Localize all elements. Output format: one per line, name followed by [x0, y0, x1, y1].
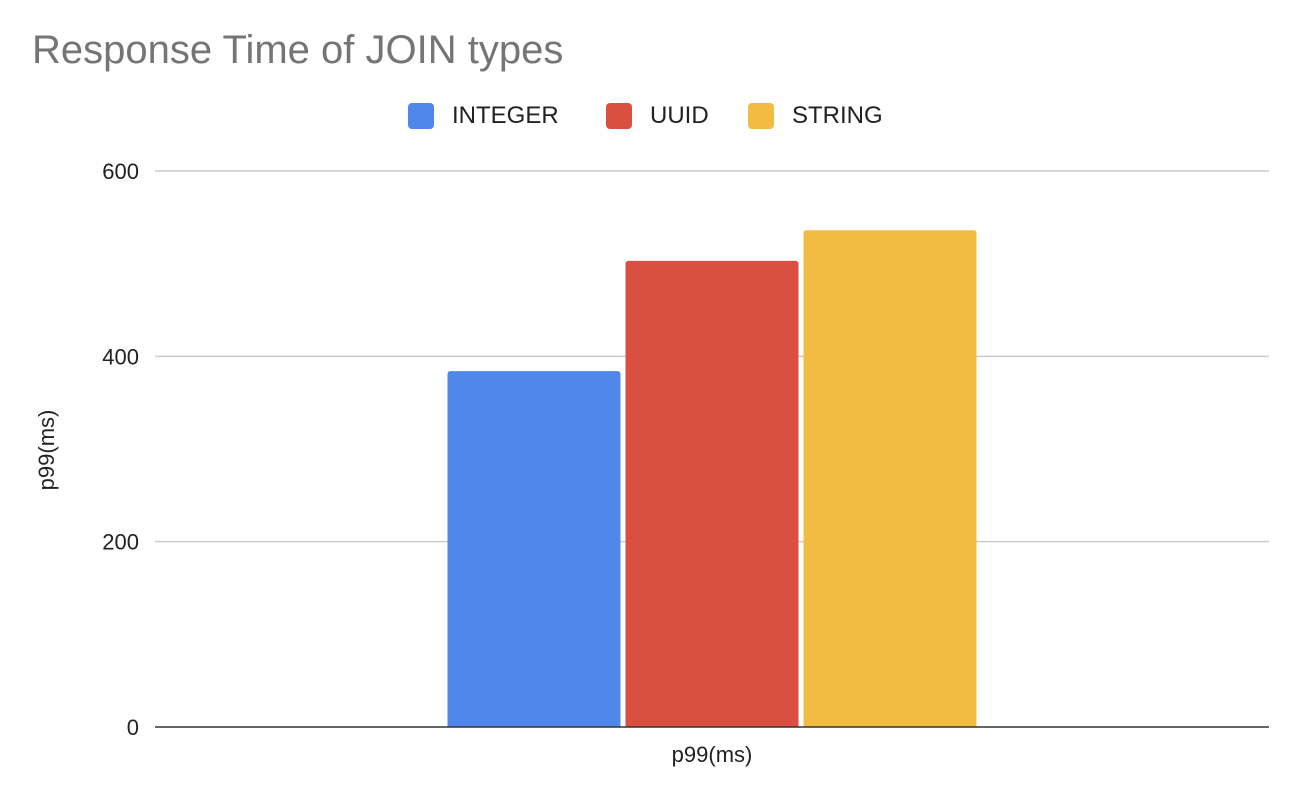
bar-integer[interactable]: [447, 371, 621, 727]
legend-swatch-string: [748, 103, 774, 129]
y-axis-title: p99(ms): [34, 410, 59, 491]
legend: INTEGER UUID STRING: [0, 100, 1306, 132]
legend-swatch-uuid: [606, 103, 632, 129]
y-tick-label-400: 400: [102, 344, 139, 369]
legend-item-string[interactable]: STRING: [748, 100, 883, 132]
legend-item-integer[interactable]: INTEGER: [408, 100, 559, 132]
legend-label-string: STRING: [792, 102, 883, 129]
chart-title: Response Time of JOIN types: [32, 28, 564, 72]
legend-label-uuid: UUID: [650, 102, 709, 129]
y-tick-labels: 0 200 400 600: [102, 159, 139, 740]
legend-item-uuid[interactable]: UUID: [606, 100, 709, 132]
bars: [447, 230, 977, 727]
bar-uuid[interactable]: [625, 260, 799, 727]
y-tick-label-0: 0: [127, 715, 139, 740]
x-axis-title: p99(ms): [672, 742, 753, 767]
legend-swatch-integer: [408, 103, 434, 129]
bar-string[interactable]: [803, 230, 977, 727]
y-tick-label-200: 200: [102, 530, 139, 555]
legend-label-integer: INTEGER: [452, 102, 559, 129]
y-tick-label-600: 600: [102, 159, 139, 184]
